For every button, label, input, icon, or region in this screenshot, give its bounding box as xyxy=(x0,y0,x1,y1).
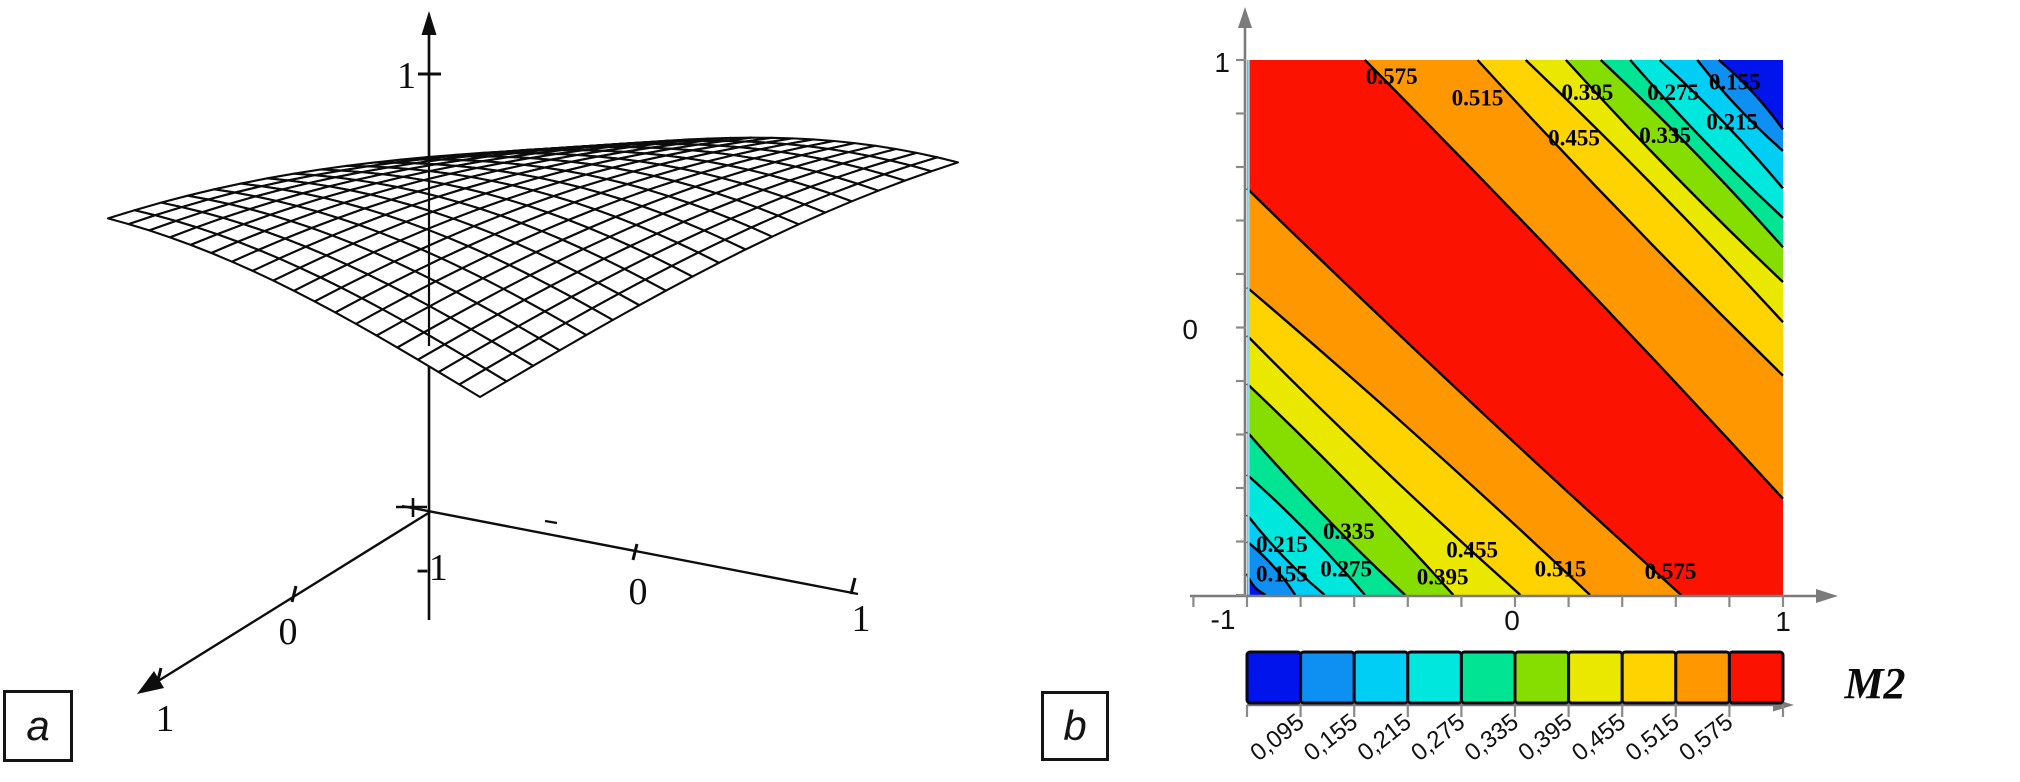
contour-line xyxy=(1246,473,1366,596)
contour-label: 0.395 xyxy=(1561,80,1613,105)
contour-label: 0.215 xyxy=(1706,110,1758,135)
x-axis-label-1: 1 xyxy=(1775,606,1791,637)
colorbar-title: M2 xyxy=(1843,659,1905,708)
contour-band xyxy=(1247,541,1296,595)
left-axis-tick-0 xyxy=(290,585,298,603)
contour-line xyxy=(1246,187,1682,596)
x-axis-label-minus1: -1 xyxy=(1211,604,1236,635)
contour-line xyxy=(1246,540,1297,596)
contour-label: 0.335 xyxy=(1323,519,1375,544)
colorbar-swatch xyxy=(1299,650,1356,705)
z-axis-label-minus1: -1 xyxy=(416,547,448,589)
contour-label: 0.515 xyxy=(1535,556,1587,581)
contour-line xyxy=(1696,59,1784,152)
contour-label: 0.515 xyxy=(1452,85,1504,110)
z-axis-label-1: 1 xyxy=(397,55,416,97)
colorbar: 0,0950,1550,2150,2750,3350,3950,4550,515… xyxy=(1245,650,1794,767)
y-axis-label-1: 1 xyxy=(1214,47,1230,78)
y-axis-label-0: 0 xyxy=(1182,314,1198,345)
contour-line xyxy=(1476,59,1784,377)
contour-band xyxy=(1718,60,1783,130)
right-axis-line xyxy=(401,504,859,596)
colorbar-tick-label: 0,155 xyxy=(1299,708,1363,766)
left-axis-line xyxy=(141,510,431,693)
contour-label: 0.455 xyxy=(1446,538,1498,563)
contour-line xyxy=(1246,382,1455,596)
contour-line xyxy=(1246,334,1522,596)
colorbar-swatch xyxy=(1406,650,1463,705)
contour-label: 0.275 xyxy=(1647,80,1699,105)
panel-b-tag-box: b xyxy=(1041,691,1109,761)
contour-line xyxy=(1246,286,1591,596)
colorbar-tick-label: 0,515 xyxy=(1621,708,1685,766)
colorbar-tick-label: 0,275 xyxy=(1406,708,1470,766)
contour-label: 0.455 xyxy=(1548,126,1600,151)
panel-a-tag-box: a xyxy=(3,690,73,762)
contour-label: 0.575 xyxy=(1366,64,1418,89)
contour-line xyxy=(1246,514,1326,596)
wireframe-surface xyxy=(106,136,960,399)
right-axis-stray-mark xyxy=(544,519,558,525)
right-axis-label-1: 1 xyxy=(852,598,871,640)
colorbar-tick-label: 0,215 xyxy=(1353,708,1417,766)
contour-line-labels: 0.575 0.515 0.395 0.275 0.155 0.455 0.335 0.215… xyxy=(1256,64,1761,589)
contour-bands xyxy=(1245,59,1784,597)
contour-line xyxy=(1629,59,1784,219)
panel-b-tag-label: b xyxy=(1063,702,1087,749)
contour-label: 0.575 xyxy=(1645,559,1697,584)
colorbar-swatch xyxy=(1459,650,1517,705)
contour-label: 0.155 xyxy=(1709,69,1761,94)
mesh-cell xyxy=(458,367,508,399)
contour-line xyxy=(1524,59,1784,323)
colorbar-swatch xyxy=(1245,650,1303,705)
contour-label: 0.275 xyxy=(1320,556,1372,581)
contour-label: 0.395 xyxy=(1417,564,1469,589)
colorbar-swatch xyxy=(1567,650,1624,705)
left-axis-label-0: 0 xyxy=(279,611,298,653)
contour-band xyxy=(1247,573,1266,595)
colorbar-swatch xyxy=(1674,650,1731,705)
contour-line xyxy=(1717,59,1784,131)
colorbar-swatch xyxy=(1727,650,1785,705)
left-axis-label-1: 1 xyxy=(156,698,175,740)
contour-line xyxy=(1246,431,1406,596)
colorbar-tick-label: 0,095 xyxy=(1245,708,1309,766)
right-axis-tick-0 xyxy=(631,543,639,561)
contour-line xyxy=(1565,59,1784,283)
contour-line xyxy=(1364,59,1784,500)
colorbar-swatch xyxy=(1620,650,1678,705)
contour-line xyxy=(1658,59,1784,190)
contour-label: 0.335 xyxy=(1639,123,1691,148)
right-axis-label-0: 0 xyxy=(629,571,648,613)
right-axis-tick-1 xyxy=(849,577,857,595)
colorbar-tick-label: 0,455 xyxy=(1567,708,1631,766)
left-axis-tick-1 xyxy=(155,667,163,685)
contour-label: 0.215 xyxy=(1256,532,1308,557)
panel-a-3d-plot: 1 -1 0 1 0 1 xyxy=(106,11,960,740)
x-axis-arrow-icon xyxy=(1816,589,1838,603)
colorbar-tick-label: 0,335 xyxy=(1460,708,1524,766)
colorbar-swatch xyxy=(1513,650,1571,705)
colorbar-tick-label: 0,395 xyxy=(1513,708,1577,766)
panel-a-tag-label: a xyxy=(26,702,50,749)
axis-ticks xyxy=(1192,58,1785,607)
y-axis-arrow-icon xyxy=(1238,7,1252,28)
left-axis-arrow-icon xyxy=(137,671,164,694)
colorbar-tick-label: 0,575 xyxy=(1674,708,1738,766)
contour-label: 0.155 xyxy=(1256,562,1308,587)
x-axis-label-0: 0 xyxy=(1504,605,1520,636)
panel-b-axes: 1 0 -1 0 1 xyxy=(1182,7,1838,637)
contour-line xyxy=(1599,59,1784,249)
colorbar-swatch xyxy=(1352,650,1410,705)
